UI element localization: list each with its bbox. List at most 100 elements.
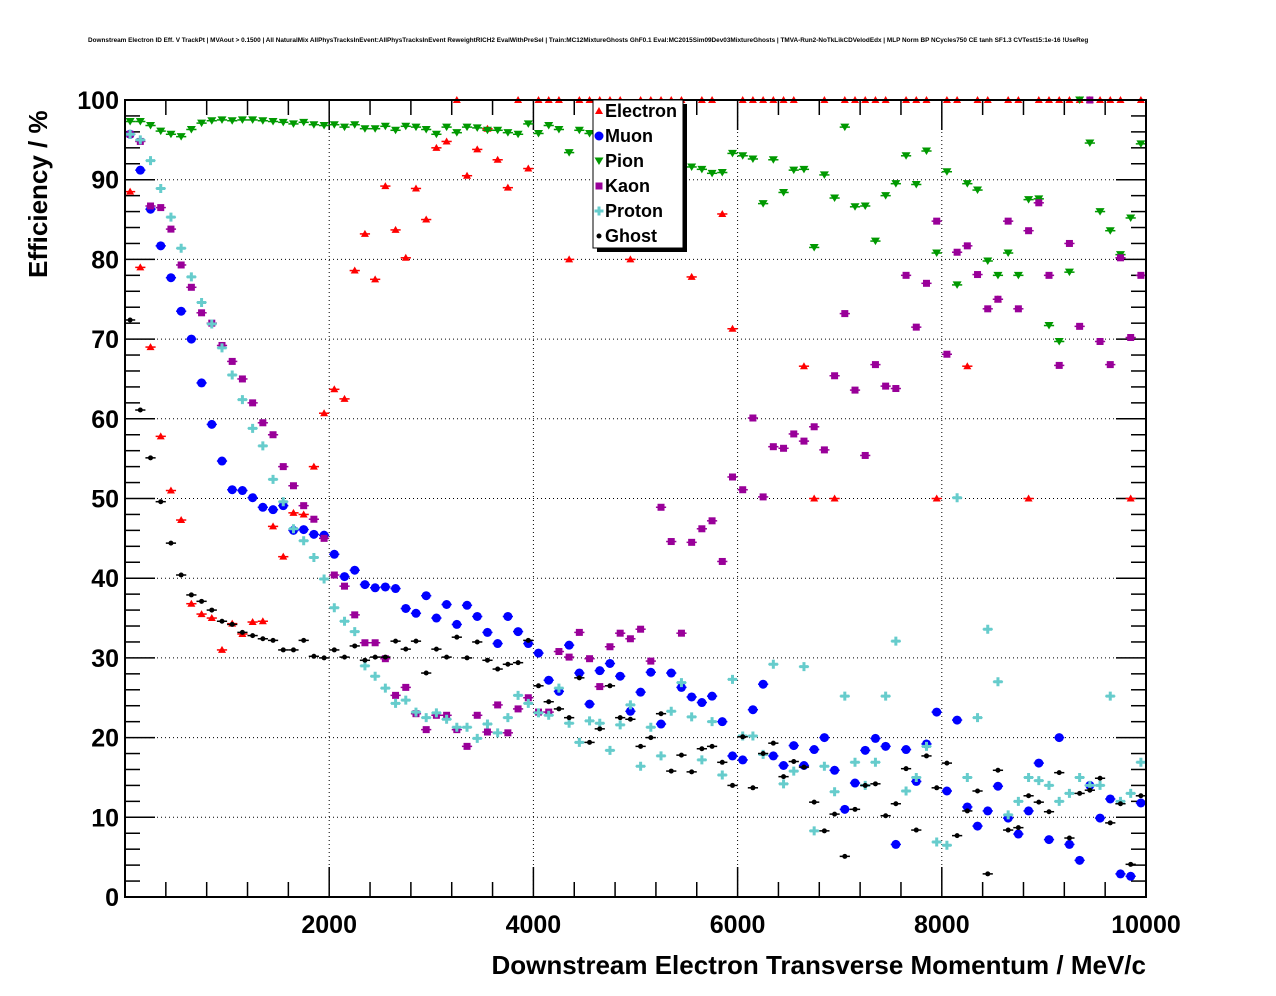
data-point-kaon: [157, 204, 165, 212]
data-point-pion: [585, 129, 595, 138]
data-point-kaon: [187, 283, 195, 291]
data-point-ghost: [1015, 825, 1021, 831]
data-point-kaon: [371, 639, 379, 647]
data-point-muon: [1105, 794, 1115, 804]
data-point-proton: [135, 135, 145, 145]
data-point-kaon: [1137, 271, 1145, 279]
data-point-proton: [819, 761, 829, 771]
data-point-muon: [697, 698, 707, 708]
data-point-proton: [482, 719, 492, 729]
legend-marker-proton: [594, 206, 604, 216]
data-point-muon: [534, 648, 544, 658]
data-point-kaon: [677, 629, 685, 637]
data-point-kaon: [289, 482, 297, 490]
data-point-electron: [411, 184, 420, 192]
data-point-ghost: [648, 735, 654, 741]
data-point-electron: [1126, 494, 1135, 502]
data-point-muon: [340, 572, 350, 582]
data-point-proton: [493, 728, 503, 738]
y-tick-label: 10: [91, 804, 119, 832]
data-point-muon: [299, 525, 309, 535]
data-point-ghost: [1026, 793, 1032, 799]
data-point-ghost: [975, 788, 981, 794]
data-point-proton: [666, 706, 676, 716]
data-point-ghost: [985, 871, 991, 877]
data-point-ghost: [709, 743, 715, 749]
data-point-muon: [360, 580, 370, 590]
y-tick-labels: 0 10 20 30 40 50 60 70 80 90 100: [77, 87, 119, 912]
data-point-muon: [881, 741, 891, 751]
data-point-pion: [1136, 140, 1146, 148]
data-point-pion: [309, 121, 319, 129]
data-point-kaon: [1035, 199, 1043, 207]
data-point-proton: [370, 671, 380, 681]
data-point-proton: [329, 603, 339, 613]
data-point-proton: [1085, 780, 1095, 790]
data-point-pion: [1095, 208, 1105, 216]
y-tick-label: 80: [91, 246, 119, 274]
data-point-muon: [503, 611, 513, 621]
data-point-pion: [870, 237, 880, 246]
data-point-ghost: [239, 629, 245, 635]
data-point-ghost: [1117, 801, 1123, 807]
data-point-electron: [493, 155, 502, 163]
data-point-kaon: [790, 430, 798, 438]
data-point-kaon: [708, 517, 716, 525]
data-point-ghost: [229, 621, 235, 627]
data-point-proton: [237, 395, 247, 405]
data-point-muon: [268, 505, 278, 515]
data-point-muon: [197, 378, 207, 388]
data-point-ghost: [311, 653, 317, 659]
data-point-muon: [329, 549, 339, 559]
data-point-electron: [626, 255, 635, 263]
grid: [125, 100, 1146, 897]
data-point-ghost: [1107, 820, 1113, 826]
data-point-electron: [320, 409, 329, 417]
data-point-proton: [125, 129, 135, 139]
data-point-kaon: [616, 629, 624, 637]
data-point-proton: [288, 524, 298, 534]
data-point-ghost: [1005, 827, 1011, 833]
data-point-muon: [830, 765, 840, 775]
data-point-proton: [360, 661, 370, 671]
data-point-ghost: [1077, 790, 1083, 796]
data-point-pion: [523, 120, 533, 128]
x-tick-label: 2000: [301, 911, 357, 939]
data-point-kaon: [279, 463, 287, 471]
data-point-kaon: [861, 451, 869, 459]
data-point-electron: [371, 275, 380, 283]
legend-marker-kaon: [595, 182, 603, 190]
data-point-muon: [258, 502, 268, 512]
data-point-kaon: [575, 628, 583, 636]
data-point-ghost: [770, 740, 776, 746]
data-point-pion: [329, 121, 339, 129]
data-point-pion: [911, 180, 921, 189]
y-tick-label: 100: [77, 87, 119, 115]
data-point-pion: [1044, 322, 1054, 330]
data-point-proton: [595, 718, 605, 728]
data-point-pion: [135, 118, 145, 126]
data-point-pion: [391, 126, 401, 135]
data-point-proton: [993, 677, 1003, 687]
data-point-ghost: [301, 637, 307, 643]
data-point-electron: [391, 225, 400, 233]
data-point-kaon: [667, 538, 675, 546]
data-point-pion: [156, 127, 166, 136]
data-point-proton: [534, 708, 544, 718]
data-point-proton: [217, 343, 227, 353]
data-point-pion: [340, 123, 350, 132]
data-point-ghost: [433, 646, 439, 652]
data-point-pion: [860, 202, 870, 211]
data-point-kaon: [504, 729, 512, 737]
data-point-proton: [901, 786, 911, 796]
data-point-proton: [503, 713, 513, 723]
data-point-kaon: [902, 271, 910, 279]
data-point-ghost: [1046, 809, 1052, 815]
data-point-ghost: [801, 764, 807, 770]
data-point-muon: [615, 671, 625, 681]
data-point-muon: [983, 806, 993, 816]
data-point-electron: [350, 266, 359, 274]
data-point-muon: [1034, 758, 1044, 768]
data-point-kaon: [228, 357, 236, 365]
data-point-ghost: [209, 607, 215, 613]
